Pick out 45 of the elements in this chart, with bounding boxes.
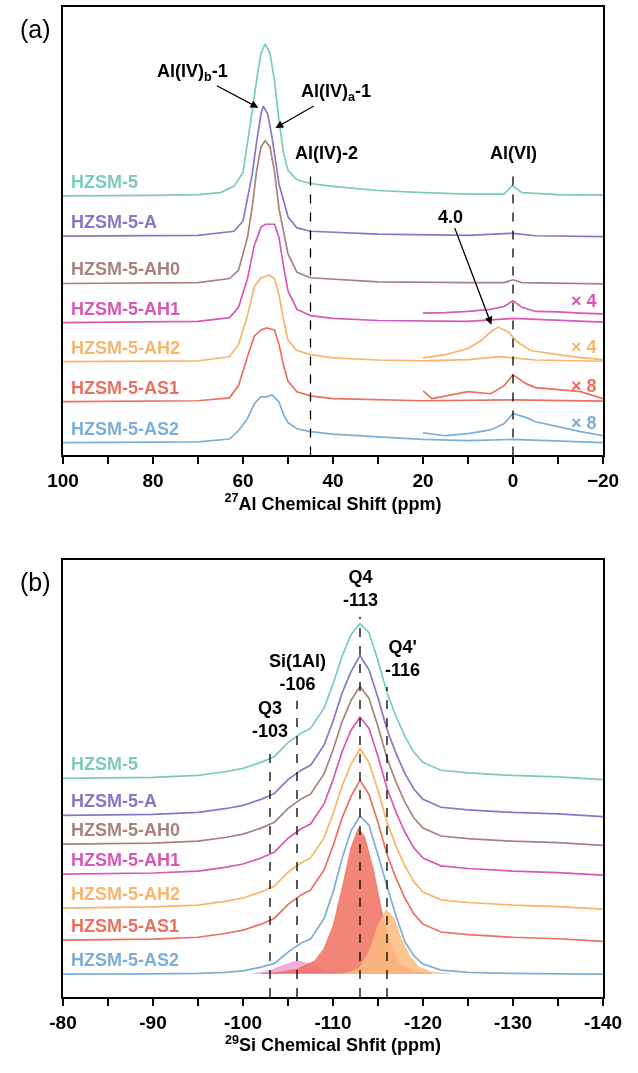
annotation: Q4 -113 [343,567,379,611]
series-label: HZSM-5-AH2 [71,338,181,358]
series-label: HZSM-5-AH0 [71,259,181,279]
x-tick-label: -120 [403,1011,443,1033]
series-label: HZSM-5-A [71,791,157,811]
series-label: × 8 [571,413,597,433]
x-axis-title: $^{27}$Al Chemical Shift (ppm) [224,491,442,514]
series-label: HZSM-5 [71,172,138,192]
series-label: × 4 [571,337,597,357]
x-tick-label: 40 [322,470,344,492]
x-tick-label: 20 [412,470,434,492]
series-label: HZSM-5 [71,754,138,774]
x-tick-label: 80 [142,470,164,492]
x-tick-label: -130 [493,1011,533,1033]
annotation: Al(VI) [490,143,537,163]
series-label: × 8 [571,376,597,396]
x-tick-label: −20 [586,470,620,492]
series-label: HZSM-5-AH0 [71,820,181,840]
annotation: Al(IV)$_{a}$-1 [301,81,372,104]
annotation: Al(IV)-2 [295,143,358,163]
series-label: HZSM-5-AS1 [71,916,180,936]
x-tick-label: -110 [314,1011,352,1033]
annotation: Al(IV)$_{b}$-1 [157,61,228,84]
x-tick-label: -90 [139,1011,167,1033]
series-label: HZSM-5-AS1 [71,378,180,398]
series-label: × 4 [571,291,597,311]
x-tick-label: -140 [583,1011,623,1033]
series-label: HZSM-5-AH2 [71,884,181,904]
annotation: 4.0 [438,207,464,227]
series-label: HZSM-5-AH1 [71,850,181,870]
series-label: HZSM-5-AH1 [71,299,181,319]
chart-title: (a) [20,15,51,43]
series-label: HZSM-5-AS2 [71,419,180,439]
x-axis-title: $^{29}$Si Chemical Shfit (ppm) [224,1032,442,1056]
series-label: HZSM-5-AS2 [71,950,180,970]
x-tick-label: -80 [49,1011,77,1033]
annotation: Si(1Al) -106 [269,651,327,695]
annotation: Q4' -116 [385,637,421,681]
x-tick-label: -100 [223,1011,263,1033]
series-label: HZSM-5-A [71,212,157,232]
x-tick-label: 100 [47,470,79,492]
chart-title: (b) [20,568,51,596]
annotation: Q3 -103 [252,698,289,742]
x-tick-label: 0 [507,470,519,492]
x-tick-label: 60 [232,470,254,492]
